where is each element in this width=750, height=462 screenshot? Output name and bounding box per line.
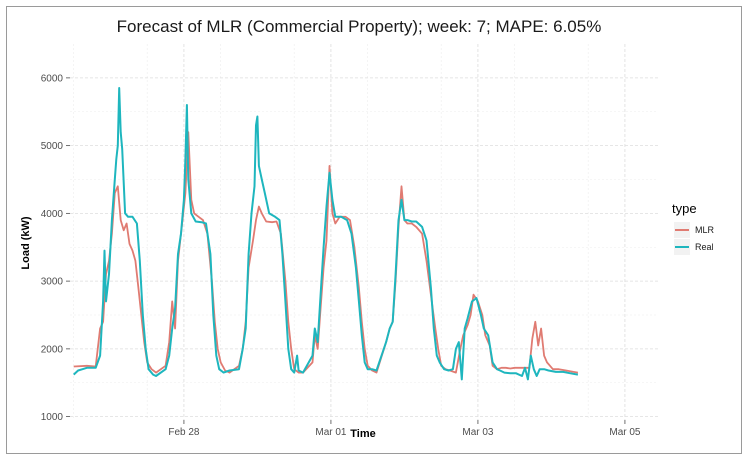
legend-label-real: Real <box>695 242 714 252</box>
axes: 1000 2000 3000 4000 5000 6000 Feb 28 Mar 01 Mar … <box>41 73 641 438</box>
chart: Forecast of MLR (Commercial Property); w… <box>20 17 715 440</box>
x-tick-label: Feb 28 <box>168 427 200 438</box>
y-tick-label: 1000 <box>41 412 64 423</box>
legend: type MLR Real <box>672 201 715 255</box>
x-axis-title: Time <box>350 428 375 440</box>
x-tick-label: Mar 01 <box>315 427 347 438</box>
grid <box>70 44 658 420</box>
y-tick-label: 5000 <box>41 141 64 152</box>
chart-title: Forecast of MLR (Commercial Property); w… <box>117 17 602 36</box>
x-tick-label: Mar 05 <box>609 427 641 438</box>
y-tick-label: 4000 <box>41 209 64 220</box>
chart-frame: Forecast of MLR (Commercial Property); w… <box>6 6 742 454</box>
plot-panel <box>70 44 658 420</box>
legend-label-mlr: MLR <box>695 225 715 235</box>
series-line-mlr <box>73 131 579 374</box>
legend-title: type <box>672 201 697 216</box>
y-tick-label: 3000 <box>41 277 64 288</box>
y-axis-title: Load (kW) <box>20 216 32 269</box>
y-tick-label: 6000 <box>41 73 64 84</box>
x-tick-label: Mar 03 <box>462 427 494 438</box>
series-line-real <box>73 87 579 381</box>
y-tick-label: 2000 <box>41 344 64 355</box>
series-layer <box>73 87 579 381</box>
